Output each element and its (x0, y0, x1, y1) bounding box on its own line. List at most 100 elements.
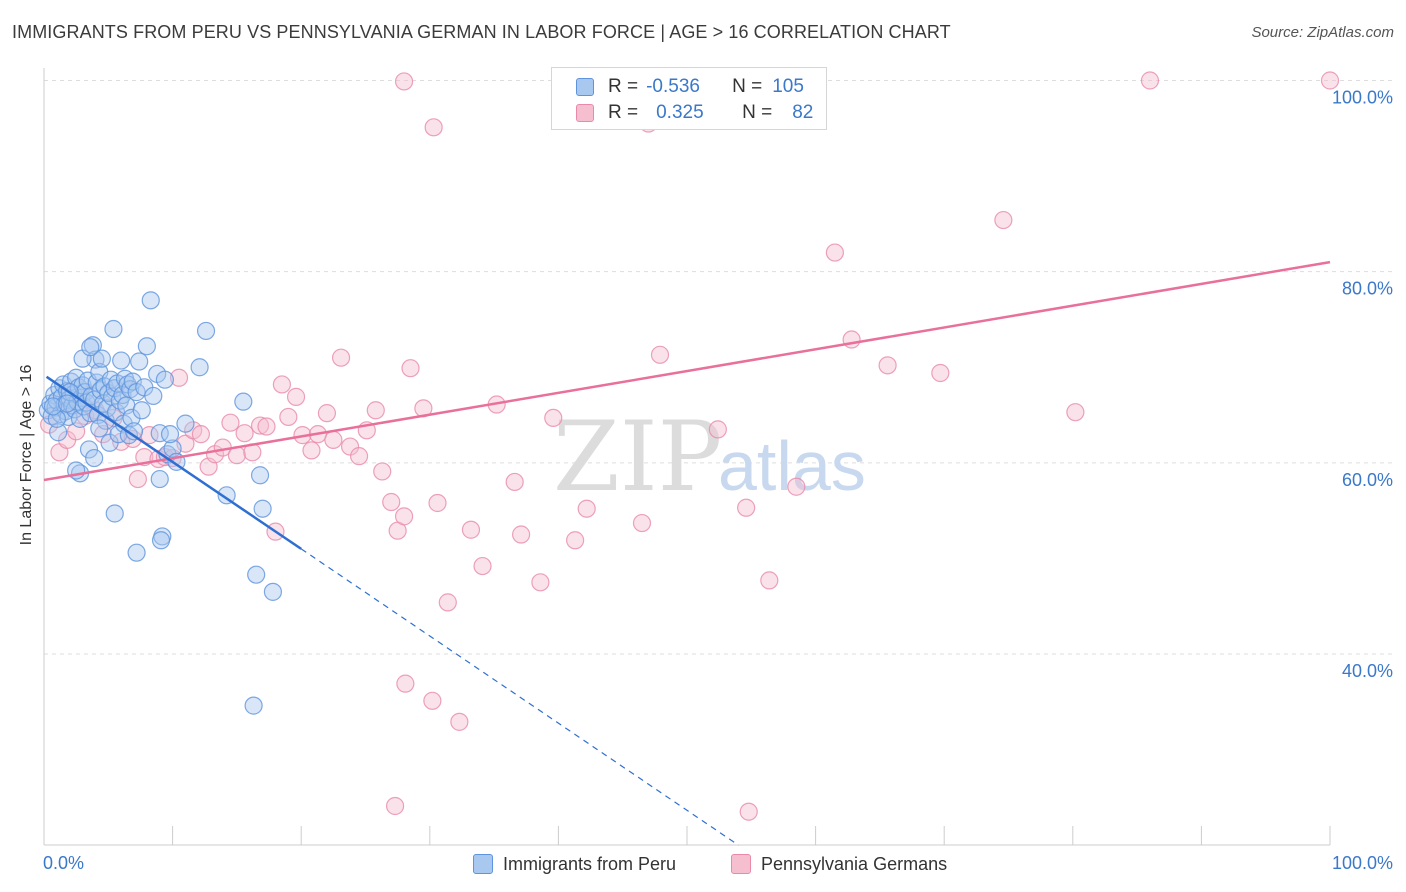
axes (43, 68, 1331, 846)
point-pennsylvania-german (401, 359, 420, 378)
point-pennsylvania-german (505, 472, 524, 492)
point-pennsylvania-german (128, 469, 147, 489)
point-peru (155, 370, 174, 389)
watermark: ZIP atlas (553, 401, 866, 513)
y-tick-label: 80.0% (1342, 279, 1393, 299)
point-peru (190, 358, 209, 377)
point-pennsylvania-german (257, 417, 276, 436)
point-pennsylvania-german (450, 712, 469, 731)
point-peru (130, 352, 149, 371)
point-peru (151, 531, 171, 550)
legend-r-label: R = (608, 102, 639, 123)
watermark-atlas: atlas (718, 427, 866, 505)
point-pennsylvania-german (279, 407, 298, 427)
point-pennsylvania-german (366, 401, 385, 420)
point-peru (105, 504, 124, 523)
point-pennsylvania-german (1066, 403, 1085, 422)
legend-swatch-blue (576, 78, 594, 96)
point-pennsylvania-german (737, 498, 756, 517)
point-pennsylvania-german (461, 520, 481, 539)
point-pennsylvania-german (302, 441, 321, 460)
point-pennsylvania-german (191, 425, 210, 444)
point-pennsylvania-german (1320, 71, 1340, 90)
trend-lines (43, 260, 1331, 846)
trend-line-peru (45, 375, 302, 550)
point-pennsylvania-german (825, 243, 844, 262)
point-pennsylvania-german (842, 330, 861, 349)
point-peru (49, 423, 68, 442)
point-peru (127, 543, 146, 562)
point-pennsylvania-german (385, 796, 405, 816)
series-immigrants-from-peru (38, 291, 283, 715)
point-peru (150, 469, 169, 489)
grid-lines (44, 80, 1395, 655)
point-pennsylvania-german (544, 408, 563, 428)
point-pennsylvania-german (394, 507, 414, 526)
legend-r-value: 0.325 (656, 102, 704, 123)
legend-n-label: N = (742, 102, 773, 123)
point-peru (196, 321, 216, 341)
legend-label-pennsylvania-germans: Pennsylvania Germans (761, 853, 948, 874)
point-peru (253, 499, 272, 518)
point-peru (85, 448, 104, 468)
point-peru (90, 419, 109, 438)
point-pennsylvania-german (382, 492, 401, 512)
watermark-zip: ZIP (553, 401, 722, 513)
series-pennsylvania-germans (40, 71, 1340, 821)
point-pennsylvania-german (286, 387, 306, 406)
x-tick-label: 100.0% (1332, 853, 1393, 873)
legend-item-peru: Immigrants from Peru (473, 851, 676, 877)
point-pennsylvania-german (994, 210, 1013, 230)
y-tick-label: 40.0% (1342, 661, 1393, 681)
correlation-legend: R = -0.536 N = 105 R = 0.325 N = 82 (551, 67, 827, 130)
point-pennsylvania-german (396, 674, 415, 693)
legend-item-pennsylvania-germans: Pennsylvania Germans (731, 851, 947, 877)
legend-r-label: R = (608, 76, 639, 97)
chart-title: IMMIGRANTS FROM PERU VS PENNSYLVANIA GER… (12, 22, 951, 42)
point-pennsylvania-german (221, 413, 240, 432)
point-pennsylvania-german (577, 499, 596, 518)
point-pennsylvania-german (512, 525, 531, 544)
point-pennsylvania-german (531, 573, 550, 592)
point-pennsylvania-german (373, 462, 392, 481)
point-pennsylvania-german (473, 556, 492, 576)
point-peru (141, 291, 160, 310)
y-tick-label: 60.0% (1342, 470, 1393, 490)
point-pennsylvania-german (760, 571, 779, 590)
point-pennsylvania-german (272, 375, 292, 394)
legend-swatch-pink (731, 854, 751, 874)
tick-labels: 40.0% 60.0% 80.0% 100.0% 0.0% 100.0% (43, 88, 1393, 874)
point-pennsylvania-german (878, 356, 897, 375)
point-pennsylvania-german (331, 348, 351, 367)
point-peru (81, 338, 100, 357)
point-peru (137, 337, 156, 356)
point-peru (160, 425, 180, 444)
point-pennsylvania-german (169, 368, 189, 387)
point-peru (43, 397, 63, 416)
point-peru (176, 414, 195, 433)
point-pennsylvania-german (787, 477, 806, 496)
point-pennsylvania-german (632, 513, 652, 533)
point-peru (92, 349, 111, 368)
point-pennsylvania-german (650, 345, 670, 364)
legend-n-value: 105 (772, 76, 804, 97)
trend-line-pennsylvania-germans (43, 260, 1331, 482)
point-peru (123, 372, 142, 391)
legend-row-peru: R = -0.536 N = 105 (576, 74, 804, 100)
trend-line-peru-extension (300, 548, 739, 846)
legend-swatch-pink (576, 104, 594, 122)
legend-r-value: -0.536 (646, 76, 700, 97)
point-peru (247, 565, 266, 584)
point-peru (83, 336, 102, 355)
point-pennsylvania-german (349, 447, 369, 466)
legend-row-pennsylvania-germans: R = 0.325 N = 82 (576, 100, 813, 126)
source-label: Source: ZipAtlas.com (1251, 24, 1394, 41)
point-peru (79, 440, 99, 459)
x-tick-label: 0.0% (43, 853, 84, 873)
point-peru (263, 582, 283, 601)
point-peru (104, 319, 123, 339)
point-pennsylvania-german (931, 363, 950, 383)
point-pennsylvania-german (423, 691, 442, 710)
legend-label-peru: Immigrants from Peru (503, 853, 677, 874)
